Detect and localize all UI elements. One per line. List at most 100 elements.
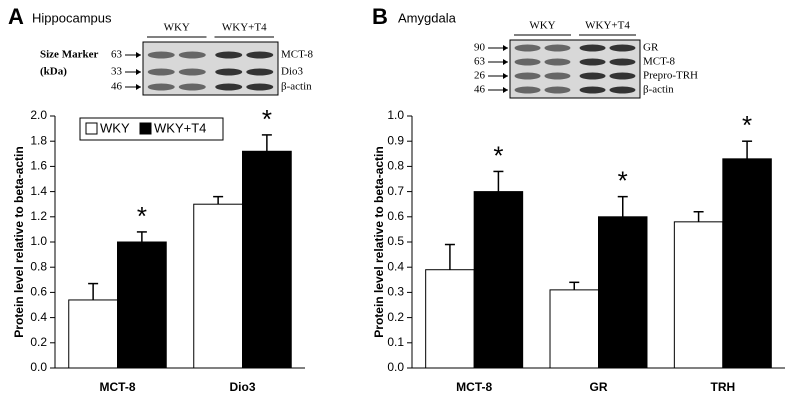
blot-band: [246, 68, 274, 76]
marker-arrowhead: [503, 59, 508, 65]
x-tick-label: Dio3: [229, 380, 255, 394]
blot-band: [178, 68, 206, 76]
blot-band: [215, 68, 243, 76]
blot-band: [609, 86, 636, 94]
y-tick-label: 0.4: [30, 310, 47, 324]
marker-size: 26: [474, 70, 486, 82]
bar: [473, 191, 524, 369]
marker-arrowhead: [503, 73, 508, 79]
blot-group-label: WKY: [164, 22, 190, 34]
bar: [549, 289, 600, 369]
bar: [722, 158, 772, 369]
y-tick-label: 0.6: [387, 209, 404, 223]
legend-label: WKY: [100, 120, 130, 135]
band-label: GR: [643, 42, 659, 54]
blot-band: [544, 72, 571, 80]
blot-band: [514, 86, 541, 94]
marker-size: 63: [474, 56, 486, 68]
panel-title: Amygdala: [398, 10, 457, 25]
y-tick-label: 0.4: [387, 259, 404, 273]
panel-letter: A: [8, 4, 24, 29]
y-tick-label: 0.6: [30, 285, 47, 299]
blot-group-label: WKY+T4: [222, 22, 267, 34]
marker-label: Size Marker: [40, 49, 98, 61]
bar: [68, 299, 118, 369]
blot-band: [514, 72, 541, 80]
marker-arrowhead: [503, 87, 508, 93]
significance-mark: *: [137, 201, 147, 231]
bar: [673, 221, 724, 369]
x-tick-label: GR: [590, 380, 608, 394]
bar: [598, 216, 648, 369]
marker-arrowhead: [136, 52, 141, 58]
significance-mark: *: [618, 166, 628, 196]
significance-mark: *: [742, 110, 752, 140]
band-label: β-actin: [643, 84, 674, 96]
marker-size: 33: [111, 66, 123, 78]
bar: [193, 203, 243, 369]
blot-band: [147, 83, 175, 91]
y-tick-label: 0.7: [387, 184, 404, 198]
bar: [425, 269, 475, 369]
blot-band: [579, 44, 606, 52]
blot-band: [215, 83, 243, 91]
y-tick-label: 1.8: [30, 133, 47, 147]
x-tick-label: MCT-8: [100, 380, 136, 394]
y-tick-label: 2.0: [30, 108, 47, 122]
y-tick-label: 0.5: [387, 234, 404, 248]
y-tick-label: 0.8: [387, 159, 404, 173]
y-tick-label: 0.8: [30, 259, 47, 273]
y-tick-label: 0.3: [387, 285, 404, 299]
marker-arrowhead: [136, 69, 141, 75]
y-tick-label: 0.2: [30, 335, 47, 349]
blot-band: [514, 44, 541, 52]
marker-size: 46: [111, 81, 123, 93]
blot-band: [579, 58, 606, 66]
marker-size: 90: [474, 42, 486, 54]
blot-band: [215, 51, 243, 59]
y-tick-label: 1.6: [30, 159, 47, 173]
y-tick-label: 1.2: [30, 209, 47, 223]
y-tick-label: 0.1: [387, 335, 404, 349]
band-label: Prepro-TRH: [643, 70, 698, 82]
y-axis-label: Protein level relative to beta-actin: [372, 146, 386, 337]
marker-size: 63: [111, 49, 123, 61]
y-tick-label: 1.0: [30, 234, 47, 248]
band-label: β-actin: [281, 81, 312, 93]
panel-letter: B: [372, 4, 388, 29]
legend-label: WKY+T4: [154, 120, 206, 135]
blot-band: [544, 86, 571, 94]
blot-band: [147, 68, 175, 76]
y-tick-label: 0.0: [30, 360, 47, 374]
blot-band: [178, 83, 206, 91]
significance-mark: *: [493, 140, 503, 170]
marker-arrowhead: [503, 45, 508, 51]
x-tick-label: TRH: [710, 380, 735, 394]
bar: [242, 150, 292, 369]
marker-size: 46: [474, 84, 486, 96]
marker-arrowhead: [136, 84, 141, 90]
y-tick-label: 1.0: [387, 108, 404, 122]
blot-band: [544, 44, 571, 52]
blot-band: [246, 83, 274, 91]
legend-swatch: [85, 122, 98, 135]
blot-group-label: WKY+T4: [585, 20, 630, 32]
y-tick-label: 1.4: [30, 184, 47, 198]
y-tick-label: 0.0: [387, 360, 404, 374]
blot-band: [609, 72, 636, 80]
marker-label: (kDa): [40, 66, 67, 78]
blot-band: [579, 86, 606, 94]
x-tick-label: MCT-8: [456, 380, 492, 394]
significance-mark: *: [262, 104, 272, 134]
blot-band: [514, 58, 541, 66]
y-tick-label: 0.9: [387, 133, 404, 147]
blot-band: [246, 51, 274, 59]
bar: [117, 241, 167, 369]
y-axis-label: Protein level relative to beta-actin: [12, 146, 26, 337]
blot-band: [544, 58, 571, 66]
blot-band: [609, 58, 636, 66]
band-label: MCT-8: [643, 56, 675, 68]
blot-band: [147, 51, 175, 59]
band-label: MCT-8: [281, 49, 313, 61]
